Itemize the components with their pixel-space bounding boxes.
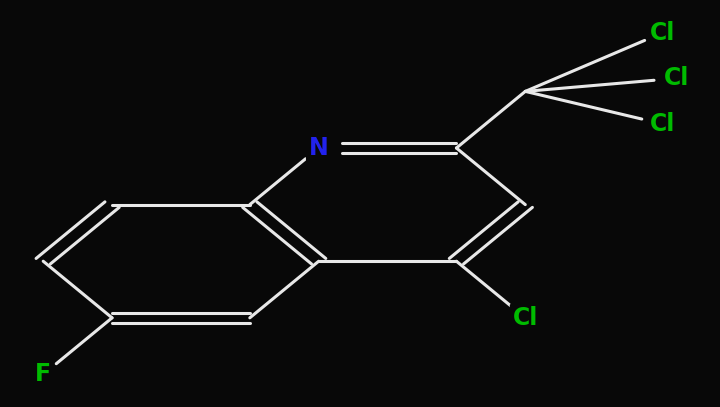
Text: Cl: Cl — [513, 306, 538, 330]
Text: Cl: Cl — [650, 21, 675, 44]
Text: Cl: Cl — [664, 66, 690, 90]
Text: F: F — [35, 363, 51, 386]
Text: N: N — [309, 136, 328, 160]
Text: Cl: Cl — [650, 112, 675, 136]
